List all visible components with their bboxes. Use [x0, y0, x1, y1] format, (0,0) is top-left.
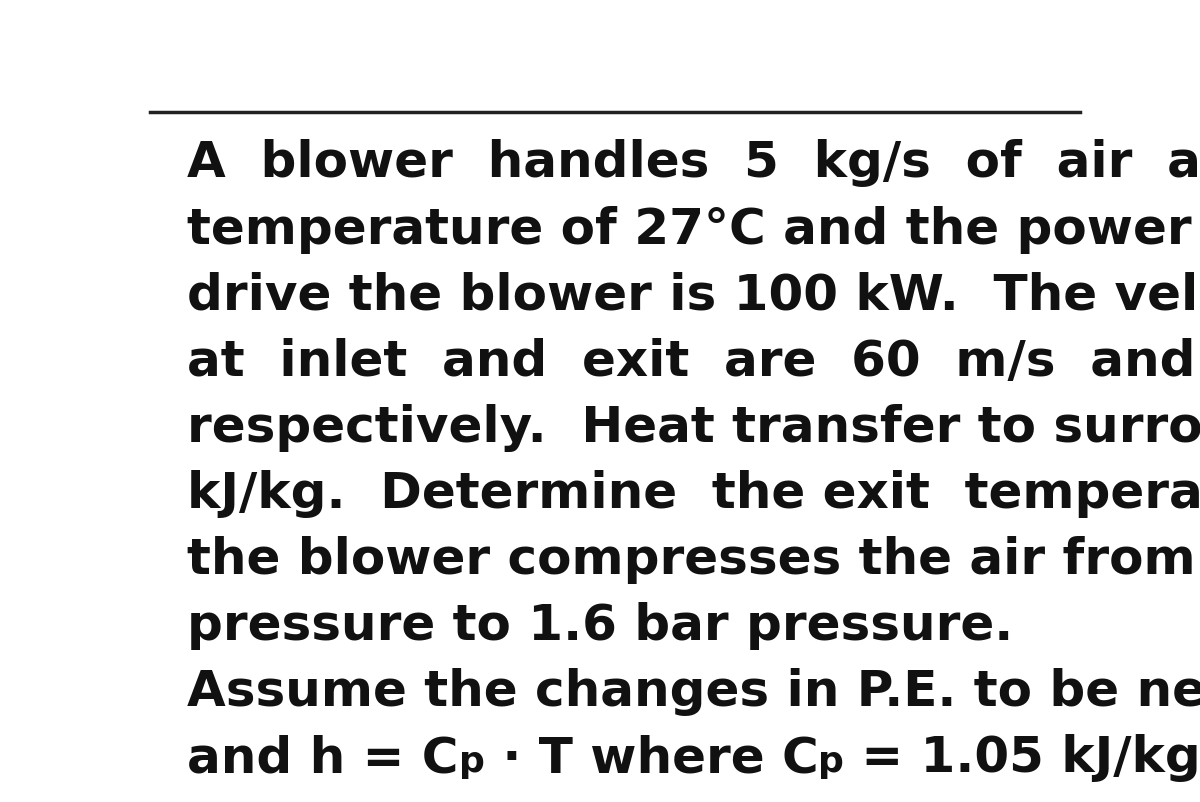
Text: Assume the changes in P.E. to be negligible: Assume the changes in P.E. to be negligi…: [187, 668, 1200, 716]
Text: p: p: [458, 745, 485, 780]
Text: and h = C: and h = C: [187, 734, 458, 782]
Text: p: p: [818, 745, 845, 780]
Text: the blower compresses the air from 1.01 bar: the blower compresses the air from 1.01 …: [187, 536, 1200, 584]
Text: pressure to 1.6 bar pressure.: pressure to 1.6 bar pressure.: [187, 602, 1014, 650]
Text: = 1.05 kJ/kg.: = 1.05 kJ/kg.: [845, 734, 1200, 782]
Text: drive the blower is 100 kW.  The velocity of air: drive the blower is 100 kW. The velocity…: [187, 272, 1200, 320]
Text: · T where C: · T where C: [485, 734, 818, 782]
Text: respectively.  Heat transfer to surroundings is 2: respectively. Heat transfer to surroundi…: [187, 403, 1200, 452]
Text: at  inlet  and  exit  are  60  m/s  and  150  m/s: at inlet and exit are 60 m/s and 150 m/s: [187, 338, 1200, 386]
Text: kJ/kg.  Determine  the exit  temperature  of  air if: kJ/kg. Determine the exit temperature of…: [187, 470, 1200, 518]
Text: A  blower  handles  5  kg/s  of  air  at  inlet: A blower handles 5 kg/s of air at inlet: [187, 140, 1200, 188]
Text: temperature of 27°C and the power required to: temperature of 27°C and the power requir…: [187, 205, 1200, 253]
